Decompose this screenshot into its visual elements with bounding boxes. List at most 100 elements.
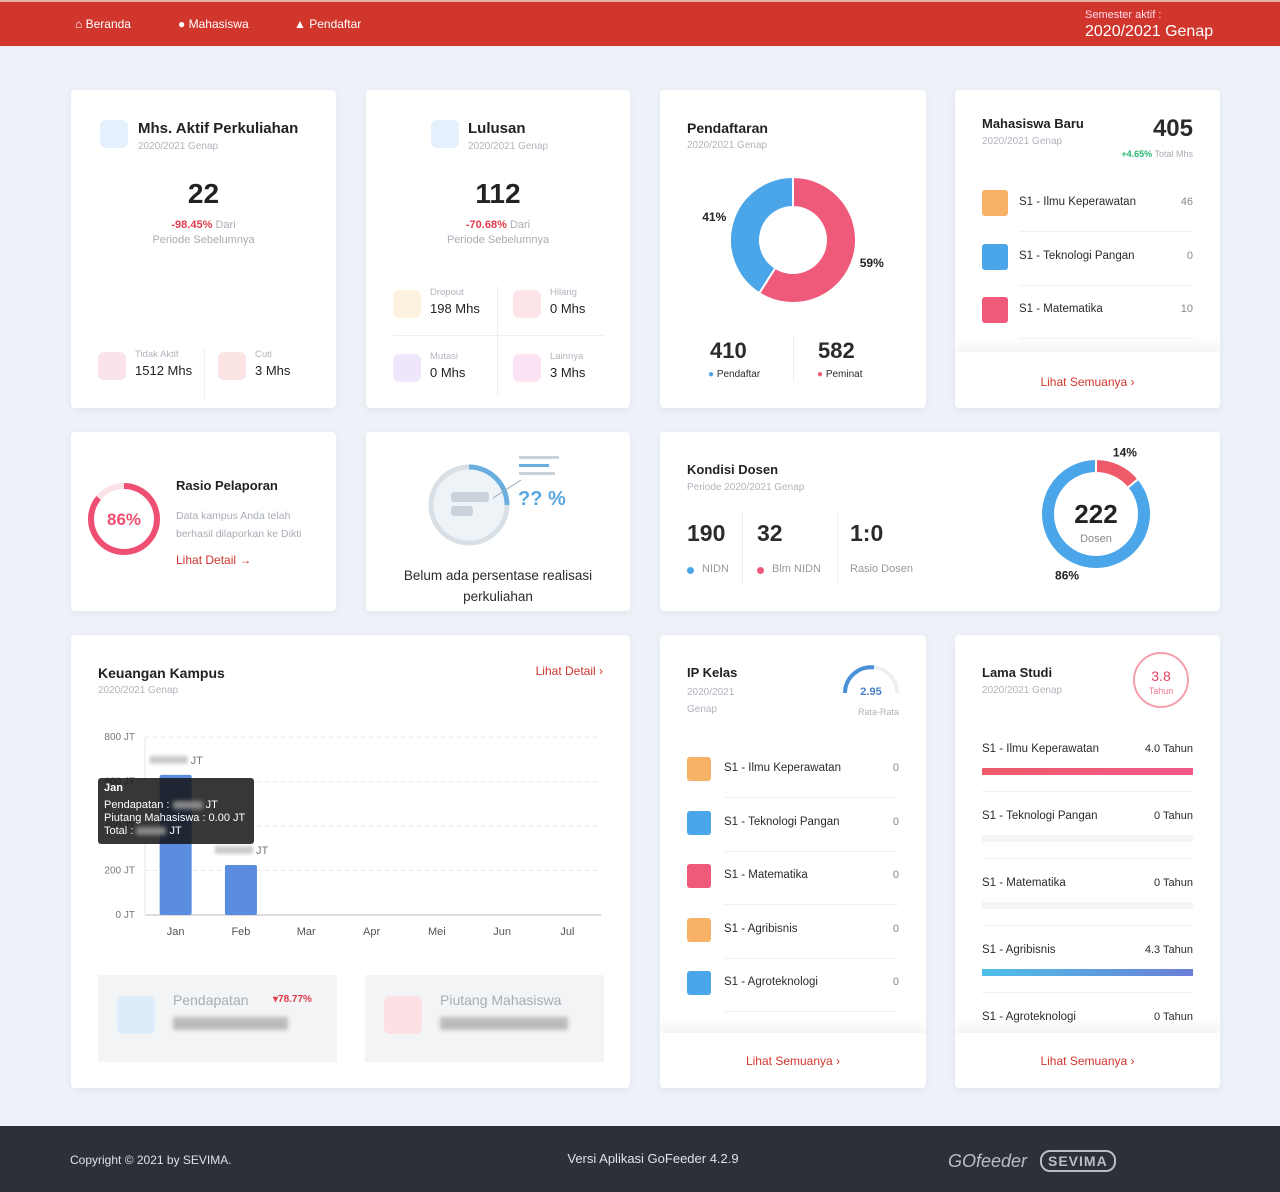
donut-chart: 14% 86% 222 Dosen bbox=[1040, 445, 1152, 583]
summary-label: Piutang Mahasiswa bbox=[440, 992, 562, 1008]
row-icon bbox=[982, 243, 1008, 270]
description: Data kampus Anda telah berhasil dilapork… bbox=[176, 510, 302, 540]
row-divider bbox=[982, 791, 1193, 792]
change-note: Dari bbox=[215, 219, 236, 231]
card-title: Rasio Pelaporan bbox=[176, 478, 278, 493]
stat-label: Tidak Aktif bbox=[135, 349, 179, 360]
view-all-link[interactable]: Lihat Semuanya › bbox=[745, 1054, 841, 1068]
row-divider bbox=[724, 850, 898, 852]
nav-label[interactable]: Mahasiswa bbox=[188, 17, 249, 31]
card-subtitle: 2020/2021 Genap bbox=[982, 136, 1063, 147]
bar-label-unit: JT bbox=[256, 845, 269, 857]
y-tick-label: 200 JT bbox=[104, 866, 135, 877]
row-divider bbox=[1019, 338, 1193, 339]
row-name: S1 - Agroteknologi bbox=[982, 1011, 1076, 1023]
view-all-link[interactable]: Lihat Semuanya › bbox=[1040, 1054, 1135, 1068]
row-icon bbox=[687, 971, 711, 996]
partner-logo: SEVIMA bbox=[1040, 1150, 1116, 1172]
total: 582 bbox=[818, 338, 855, 363]
slice-label: 41% bbox=[702, 210, 726, 224]
card-title: Lama Studi bbox=[982, 665, 1053, 680]
card-subtitle: 2020/2021 Genap bbox=[687, 140, 768, 151]
summary-change: ▾78.77% bbox=[273, 994, 312, 1005]
stat-label: Mutasi bbox=[430, 351, 458, 362]
divider bbox=[204, 348, 205, 398]
row-name: S1 - Teknologi Pangan bbox=[724, 815, 840, 828]
navbar: ⌂ Beranda ● Mahasiswa ▲ Pendaftar Semest… bbox=[0, 0, 1280, 46]
semester-label: Semester aktif : bbox=[1085, 9, 1162, 21]
row-value: 10 bbox=[1180, 303, 1193, 315]
ring-chart: 86% bbox=[88, 483, 160, 555]
total: 410 bbox=[710, 338, 747, 363]
footer: Copyright © 2021 by SEVIMA. Versi Aplika… bbox=[0, 1126, 1280, 1192]
row-divider bbox=[724, 797, 898, 798]
card-title: IP Kelas bbox=[687, 665, 738, 680]
copyright: Copyright © 2021 by SEVIMA. bbox=[70, 1153, 232, 1167]
nav-beranda[interactable]: ⌂ Beranda bbox=[75, 17, 131, 31]
card-lama-studi: Lama Studi 2020/2021 Genap 3.8 Tahun Lih… bbox=[955, 635, 1220, 1088]
x-tick-label: Jan bbox=[167, 926, 185, 938]
nav-label[interactable]: Pendaftar bbox=[309, 17, 362, 31]
card-pendaftaran: Pendaftaran 2020/2021 Genap 59% 41% 410 ●… bbox=[660, 90, 926, 408]
value: 112 bbox=[475, 178, 521, 209]
stat-value: 3 Mhs bbox=[550, 365, 586, 380]
illustration bbox=[428, 456, 559, 546]
row-value: 0 bbox=[892, 976, 899, 989]
blurred-value bbox=[173, 1017, 288, 1030]
row-divider bbox=[982, 925, 1193, 926]
stat-icon bbox=[513, 354, 541, 382]
tooltip-title: Jan bbox=[104, 782, 123, 794]
row-value: 4.3 Tahun bbox=[1144, 944, 1193, 956]
change: -98.45% Dari bbox=[71, 219, 336, 231]
row-name: S1 - Ilmu Keperawatan bbox=[1019, 196, 1136, 208]
card-keuangan: Keuangan Kampus 2020/2021 Genap Lihat De… bbox=[71, 635, 630, 1088]
divider bbox=[837, 512, 838, 584]
stat-label: Blm NIDN bbox=[772, 563, 821, 575]
row-value: 0 bbox=[1186, 249, 1193, 262]
nav-label[interactable]: Beranda bbox=[85, 17, 131, 31]
growth: +4.65% Total Mhs bbox=[1121, 149, 1193, 159]
divider bbox=[742, 512, 743, 584]
stat-label: Lainnya bbox=[550, 351, 584, 362]
stat-value: 1:0 bbox=[850, 520, 884, 546]
progress-bar bbox=[982, 902, 1193, 909]
row-icon bbox=[687, 864, 711, 889]
stat-value: 0 Mhs bbox=[430, 365, 466, 380]
stat-icon bbox=[218, 352, 246, 380]
nav-pendaftar[interactable]: ▲ Pendaftar bbox=[294, 17, 362, 31]
bar bbox=[224, 864, 257, 915]
tooltip-label: Total : bbox=[104, 825, 134, 837]
view-all-link[interactable]: Lihat Semuanya › bbox=[1040, 375, 1135, 389]
bar-label-unit: JT bbox=[191, 755, 204, 767]
x-tick-label: Jun bbox=[493, 926, 511, 938]
detail-link[interactable]: Lihat Detail › bbox=[535, 664, 603, 678]
row-name: S1 - Ilmu Keperawatan bbox=[724, 762, 841, 774]
row-value: 0 bbox=[892, 922, 899, 935]
average: 3.8 bbox=[1151, 668, 1171, 684]
legend-dot bbox=[687, 567, 694, 574]
value: 22 bbox=[187, 178, 220, 209]
card-subtitle: 2020/2021 Genap bbox=[98, 685, 179, 696]
average: 2.95 bbox=[860, 686, 882, 698]
row-name: S1 - Ilmu Keperawatan bbox=[982, 743, 1099, 755]
stat-label: Dropout bbox=[430, 287, 464, 298]
period: Periode Sebelumnya bbox=[446, 234, 550, 246]
row-name: S1 - Teknologi Pangan bbox=[982, 810, 1098, 822]
row-icon bbox=[687, 917, 711, 942]
slice-label: 59% bbox=[860, 256, 884, 270]
summary-box: Pendapatan ▾78.77% bbox=[98, 975, 337, 1062]
nav-mahasiswa[interactable]: ● Mahasiswa bbox=[178, 17, 249, 31]
stat-label: Rasio Dosen bbox=[850, 563, 913, 575]
card-footer bbox=[955, 1033, 1220, 1088]
row-divider bbox=[982, 858, 1193, 859]
x-tick-label: Mar bbox=[297, 926, 316, 938]
detail-link[interactable]: Lihat Detail → bbox=[176, 553, 252, 567]
growth-value: +4.65% bbox=[1121, 149, 1153, 159]
growth-note: Total Mhs bbox=[1154, 149, 1193, 159]
card-rasio: 86% Rasio Pelaporan Data kampus Anda tel… bbox=[71, 432, 336, 611]
icon bbox=[117, 996, 155, 1034]
donut-total-label: Dosen bbox=[1080, 533, 1112, 545]
row-value: 0 Tahun bbox=[1154, 810, 1193, 822]
row-value: 46 bbox=[1180, 196, 1193, 208]
